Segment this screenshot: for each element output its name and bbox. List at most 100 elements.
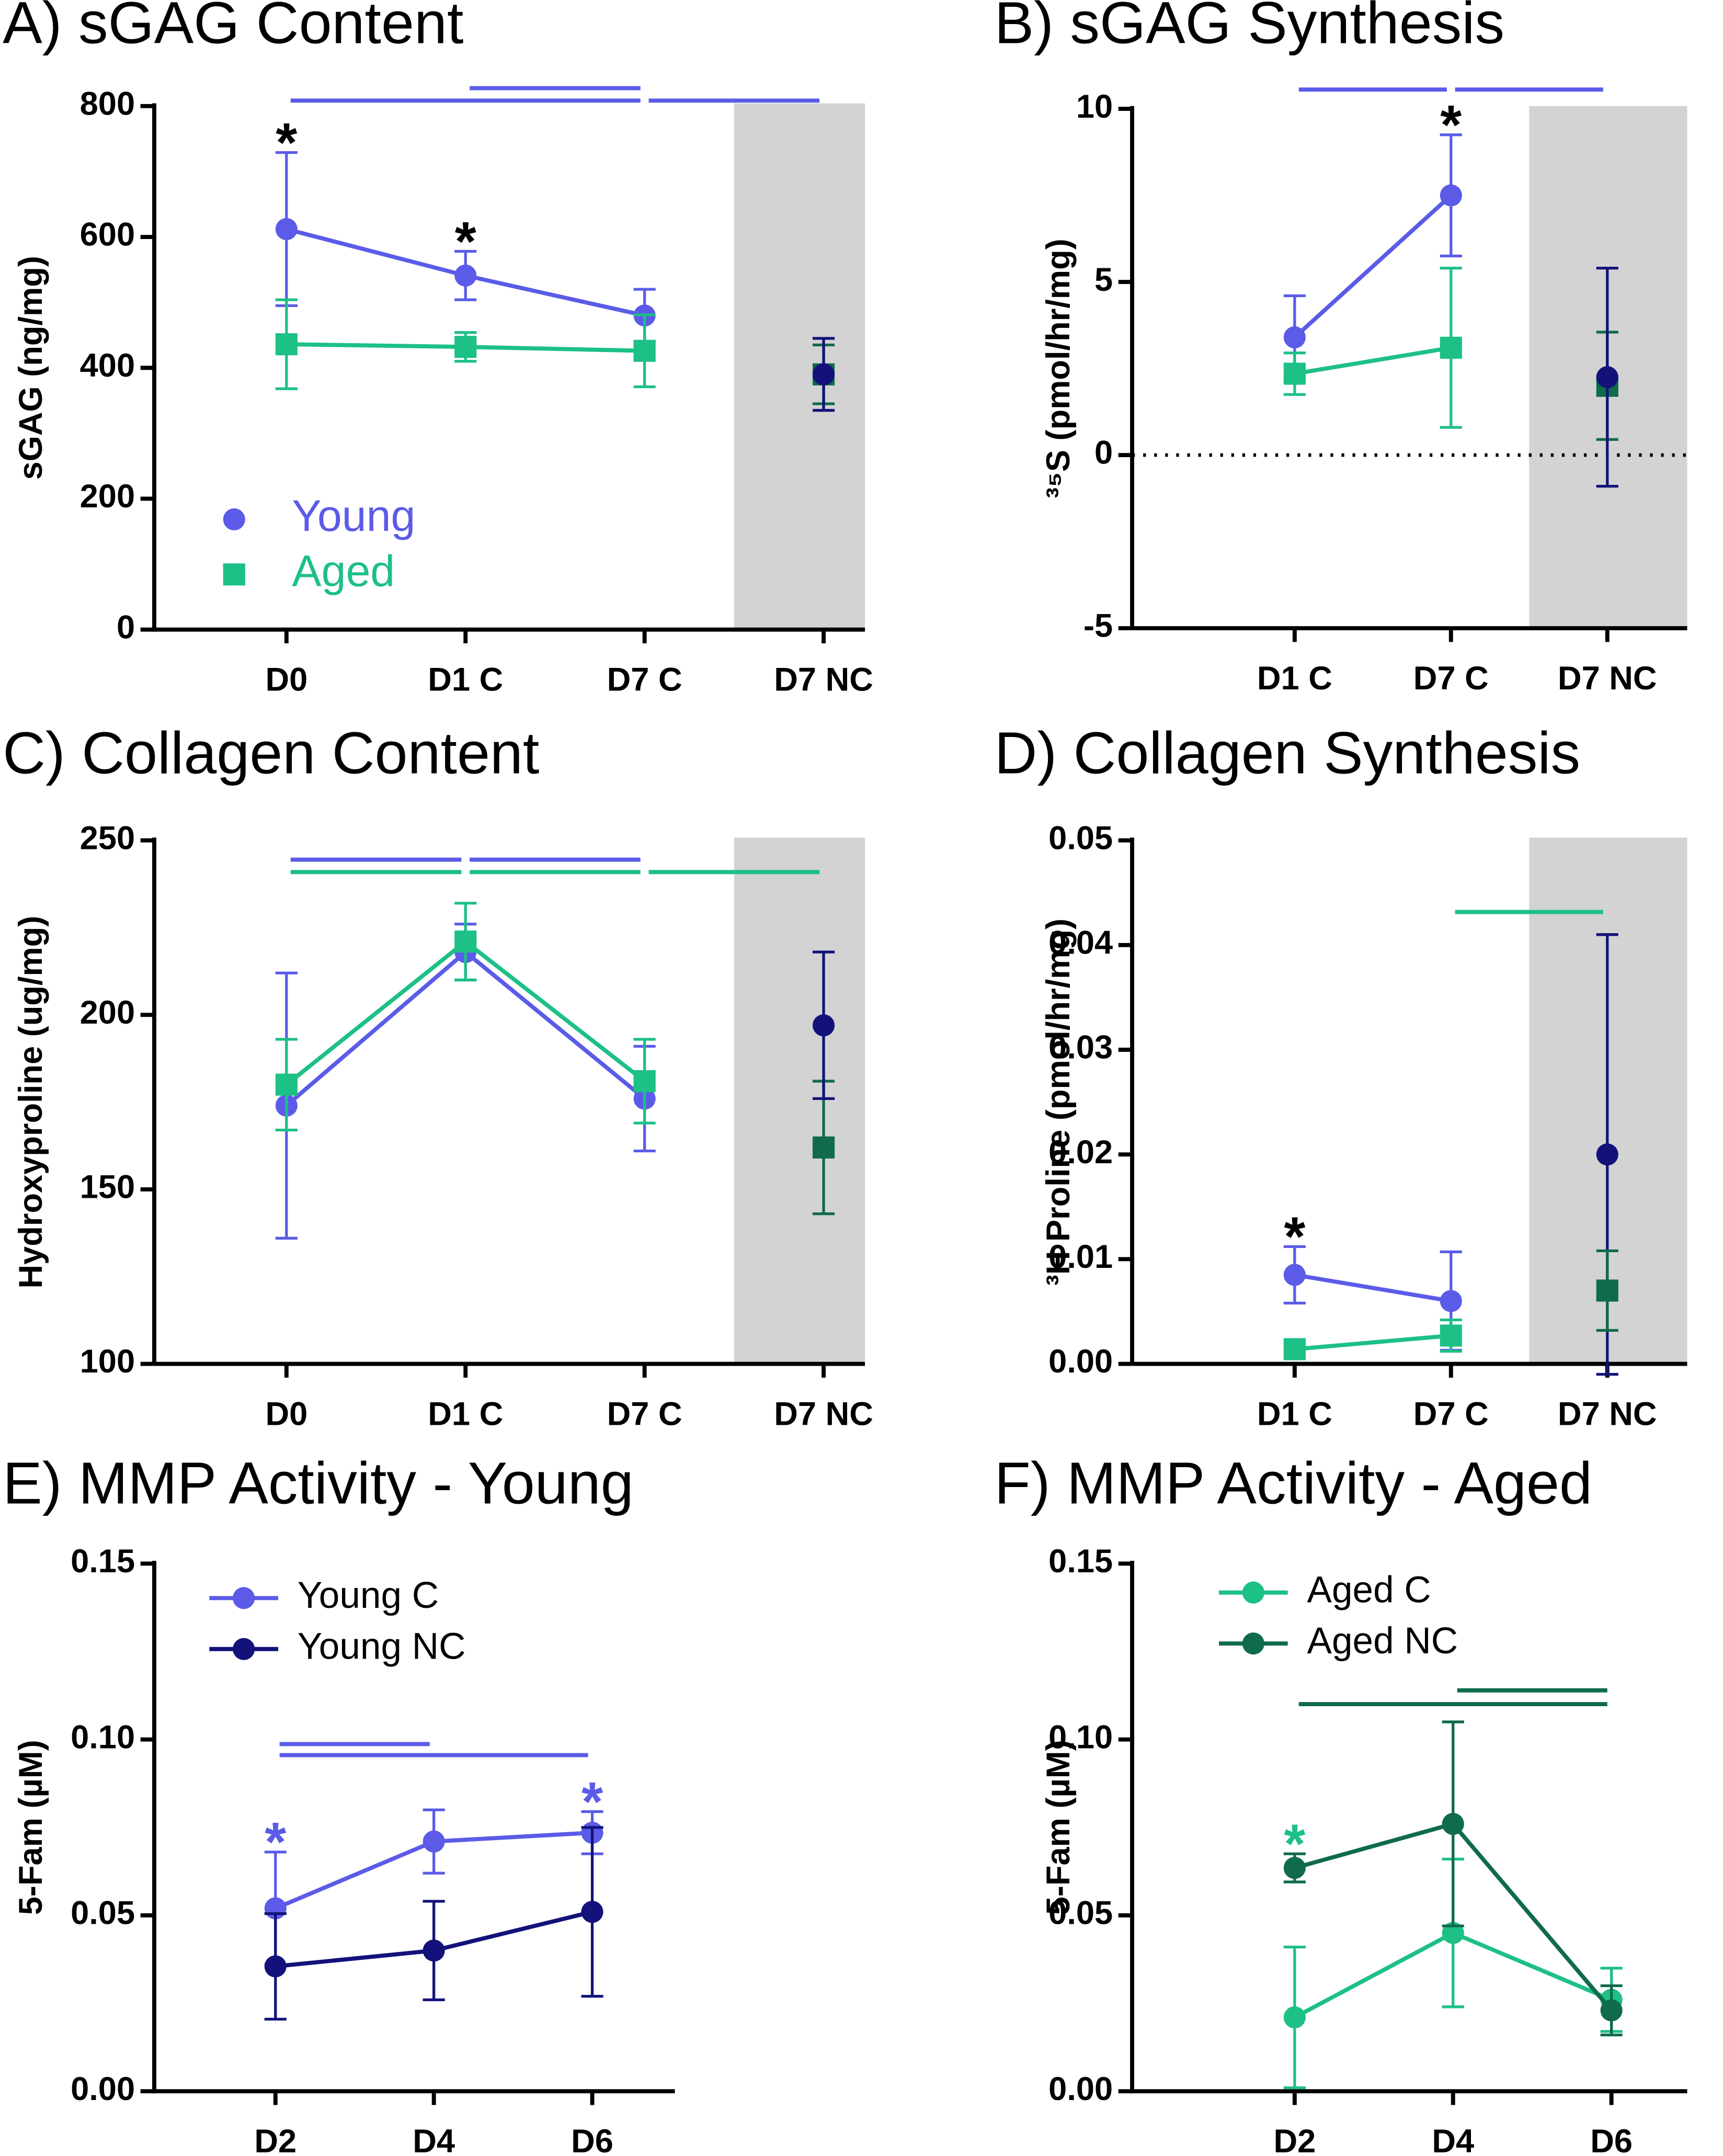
y-tick-label: 0.10 <box>1048 1719 1113 1755</box>
significance-asterisk: * <box>455 211 476 273</box>
marker <box>423 1830 445 1853</box>
significance-asterisk: * <box>1284 1207 1305 1268</box>
legend-marker <box>1242 1632 1264 1655</box>
y-tick-label: 0 <box>1094 435 1113 471</box>
y-tick-label: 0.05 <box>71 1895 135 1932</box>
y-axis-label: 5-Fam (µM) <box>13 1740 49 1915</box>
marker <box>1283 362 1306 385</box>
x-tick-label: D1 C <box>428 661 503 698</box>
y-tick-label: 10 <box>1076 88 1113 125</box>
marker <box>264 1955 287 1978</box>
marker <box>1442 1813 1464 1835</box>
legend-marker <box>233 1587 255 1609</box>
panel-title: D) Collagen Synthesis <box>995 720 1580 786</box>
panel: B) sGAG Synthesis ³⁵S (pmol/hr/mg) -5 0 5 10 D… <box>995 0 1687 697</box>
marker <box>1283 1264 1306 1286</box>
x-tick-label: D7 NC <box>1558 1395 1657 1432</box>
marker <box>1440 1324 1462 1347</box>
panel: C) Collagen Content Hydroxyproline (ug/mg… <box>3 720 873 1433</box>
x-tick-label: D7 NC <box>774 661 873 698</box>
significance-asterisk: * <box>265 1812 286 1873</box>
legend-marker <box>1242 1581 1264 1604</box>
marker <box>1283 1338 1306 1360</box>
marker <box>1600 1999 1623 2022</box>
panel-title: C) Collagen Content <box>3 720 539 786</box>
y-tick-label: 150 <box>80 1169 135 1206</box>
y-tick-label: 0.01 <box>1048 1239 1113 1275</box>
panel: F) MMP Activity - Aged 5-Fam (µM) 0.00 0.05… <box>995 1449 1687 2156</box>
y-axis-label: 5-Fam (µM) <box>1040 1740 1077 1915</box>
y-axis-label: Hydroxyproline (ug/mg) <box>13 916 49 1289</box>
x-tick-label: D2 <box>254 2123 296 2156</box>
y-tick-label: 0.00 <box>71 2071 135 2107</box>
series-line <box>1294 1273 1452 1303</box>
y-axis-label: sGAG (ng/mg) <box>13 256 49 480</box>
y-tick-label: 0.02 <box>1048 1134 1113 1171</box>
y-tick-label: 0.05 <box>1048 1895 1113 1932</box>
significance-asterisk: * <box>276 112 297 174</box>
x-tick-label: D7 NC <box>774 1395 873 1432</box>
marker <box>812 1014 835 1037</box>
legend-marker <box>233 1638 255 1660</box>
x-tick-label: D7 NC <box>1558 660 1657 697</box>
marker <box>581 1901 603 1923</box>
y-axis-label: ³⁵S (pmol/hr/mg) <box>1040 239 1077 498</box>
legend-marker <box>223 508 245 531</box>
panel-title: F) MMP Activity - Aged <box>995 1449 1592 1516</box>
panel: E) MMP Activity - Young 5-Fam (µM) 0.00 0.0… <box>3 1449 675 2156</box>
y-tick-label: 0.10 <box>71 1719 135 1755</box>
x-tick-label: D1 C <box>1257 1395 1332 1432</box>
y-tick-label: 250 <box>80 820 135 856</box>
series-line <box>1293 194 1453 339</box>
y-tick-label: 100 <box>80 1343 135 1380</box>
panel-title: B) sGAG Synthesis <box>995 0 1505 56</box>
x-tick-label: D7 C <box>1413 660 1489 697</box>
marker <box>1440 1290 1462 1312</box>
panel-title: A) sGAG Content <box>3 0 463 56</box>
marker <box>1442 1922 1464 1944</box>
marker <box>1596 1279 1618 1302</box>
legend-marker <box>223 563 245 586</box>
x-tick-label: D7 C <box>607 1395 682 1432</box>
y-tick-label: 0.15 <box>71 1543 135 1580</box>
marker <box>1440 184 1462 207</box>
y-tick-label: -5 <box>1083 608 1113 644</box>
y-tick-label: 200 <box>80 478 135 515</box>
x-tick-label: D4 <box>413 2123 455 2156</box>
y-tick-label: 0.00 <box>1048 2071 1113 2107</box>
shaded-region <box>734 837 865 1364</box>
panel-title: E) MMP Activity - Young <box>3 1449 633 1516</box>
x-tick-label: D7 C <box>1413 1395 1489 1432</box>
series-line <box>1294 345 1452 376</box>
y-axis-label: ³H Proline (pmol/hr/mg) <box>1040 918 1077 1286</box>
x-tick-label: D7 C <box>607 661 682 698</box>
panel: A) sGAG Content sGAG (ng/mg) 0 200 400 600 800… <box>3 0 873 698</box>
x-tick-label: D1 C <box>1257 660 1332 697</box>
marker <box>275 1073 298 1096</box>
y-tick-label: 0.00 <box>1048 1343 1113 1380</box>
shaded-region <box>734 103 865 630</box>
x-tick-label: D6 <box>1590 2123 1633 2156</box>
marker <box>1283 2006 1306 2029</box>
legend-label: Aged NC <box>1307 1620 1458 1662</box>
marker <box>1283 326 1306 349</box>
x-tick-label: D6 <box>571 2123 613 2156</box>
x-tick-label: D0 <box>265 661 307 698</box>
y-tick-label: 200 <box>80 994 135 1031</box>
legend-label: Young C <box>298 1575 439 1616</box>
marker <box>1596 366 1618 389</box>
marker <box>812 363 835 385</box>
x-tick-label: D1 C <box>428 1395 503 1432</box>
legend-label: Young NC <box>298 1626 466 1667</box>
marker <box>275 333 298 356</box>
y-tick-label: 5 <box>1094 262 1113 298</box>
significance-asterisk: * <box>581 1772 603 1833</box>
marker <box>454 931 477 953</box>
x-tick-label: D2 <box>1273 2123 1316 2156</box>
y-tick-label: 0.03 <box>1048 1029 1113 1066</box>
marker <box>633 1070 656 1093</box>
marker <box>423 1939 445 1962</box>
y-tick-label: 0.04 <box>1048 925 1113 961</box>
legend-label: Aged C <box>1307 1570 1431 1611</box>
